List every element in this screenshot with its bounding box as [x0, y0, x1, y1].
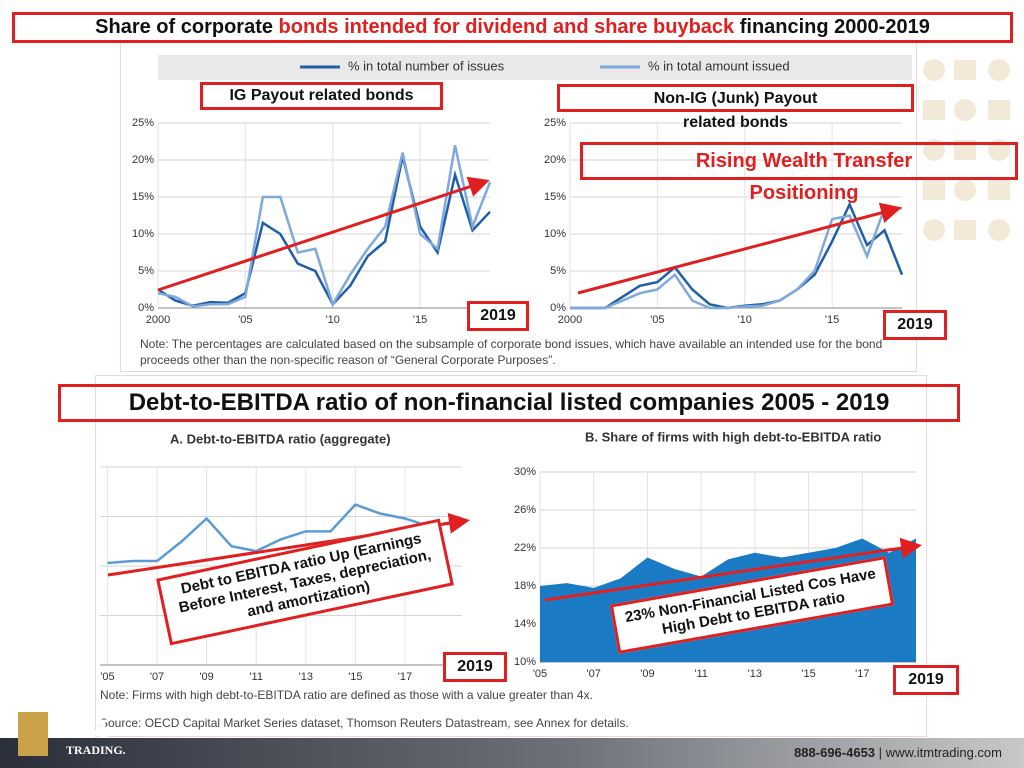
x-tick-label: '13	[748, 668, 762, 680]
chart-title: B. Share of firms with high debt-to-EBIT…	[585, 429, 881, 444]
chart-title: Non-IG (Junk) Payout related bonds	[557, 84, 914, 131]
x-tick-label: '15	[801, 668, 815, 680]
x-tick-label: '09	[199, 671, 213, 683]
note: Note: Firms with high debt-to-EBITDA rat…	[100, 688, 593, 702]
title-part: Share of corporate	[95, 16, 279, 38]
y-tick-label: 26%	[514, 504, 536, 516]
y-tick-label: 15%	[544, 191, 566, 203]
section-title: Debt-to-EBITDA ratio of non-financial li…	[58, 384, 960, 422]
y-tick-label: 0%	[550, 302, 566, 314]
chart-title: A. Debt-to-EBITDA ratio (aggregate)	[170, 431, 391, 446]
y-tick-label: 30%	[514, 466, 536, 478]
y-tick-label: 22%	[514, 542, 536, 554]
y-tick-label: 14%	[514, 618, 536, 630]
slide-title: Share of corporate bonds intended for di…	[12, 12, 1013, 43]
x-tick-label: '15	[348, 671, 362, 683]
y-tick-label: 20%	[132, 154, 154, 166]
contact: 888-696-4653 | www.itmtrading.com	[794, 745, 1002, 760]
legend-label: % in total number of issues	[348, 58, 505, 73]
y-tick-label: 0%	[138, 302, 154, 314]
y-tick-label: 10%	[544, 228, 566, 240]
note: Source: OECD Capital Market Series datas…	[100, 716, 629, 730]
x-tick-label: '17	[855, 668, 869, 680]
x-tick-label: '05	[100, 671, 114, 683]
x-tick-label: '05	[533, 668, 547, 680]
website: www.itmtrading.com	[885, 745, 1002, 760]
separator: |	[878, 745, 883, 760]
y-tick-label: 25%	[544, 117, 566, 129]
x-tick-label: '11	[249, 671, 263, 683]
x-tick-label: '11	[694, 668, 708, 680]
line	[157, 144, 492, 308]
title-part: bonds intended for dividend and share bu…	[278, 16, 735, 38]
x-tick-label: 2000	[146, 314, 170, 326]
annotation: 2019	[443, 652, 507, 682]
x-tick-label: '10	[738, 314, 752, 326]
x-tick-label: '17	[398, 671, 412, 683]
legend-band	[158, 55, 912, 80]
annotation: Rising Wealth Transfer Positioning	[580, 142, 1018, 204]
y-tick-label: 10%	[132, 228, 154, 240]
annotation: 2019	[893, 665, 959, 695]
x-tick-label: '13	[299, 671, 313, 683]
y-tick-label: 25%	[132, 117, 154, 129]
y-tick-label: 5%	[550, 265, 566, 277]
logo-mark	[18, 712, 48, 756]
y-tick-label: 10%	[514, 656, 536, 668]
x-tick-label: '05	[238, 314, 252, 326]
x-tick-label: '15	[825, 314, 839, 326]
annotation: 2019	[467, 301, 529, 331]
y-tick-label: 15%	[132, 191, 154, 203]
title-part: financing 2000-2019	[734, 16, 930, 38]
line	[570, 206, 902, 310]
chart-title: IG Payout related bonds	[200, 82, 443, 110]
x-tick-label: '07	[150, 671, 164, 683]
x-tick-label: '09	[640, 668, 654, 680]
logo-text: TRADING.	[66, 743, 126, 757]
logo-text: ITM	[56, 714, 108, 743]
annotation: 2019	[883, 310, 947, 340]
x-tick-label: 2000	[558, 314, 582, 326]
note: Note: The percentages are calculated bas…	[140, 337, 883, 367]
x-tick-label: '07	[587, 668, 601, 680]
y-tick-label: 5%	[138, 265, 154, 277]
x-tick-label: '10	[326, 314, 340, 326]
footer: 888-696-4653 | www.itmtrading.com	[0, 738, 1024, 768]
x-tick-label: '05	[650, 314, 664, 326]
x-tick-label: '15	[413, 314, 427, 326]
y-tick-label: 20%	[544, 154, 566, 166]
legend-label: % in total amount issued	[648, 58, 790, 73]
phone: 888-696-4653	[794, 745, 876, 760]
y-tick-label: 18%	[514, 580, 536, 592]
